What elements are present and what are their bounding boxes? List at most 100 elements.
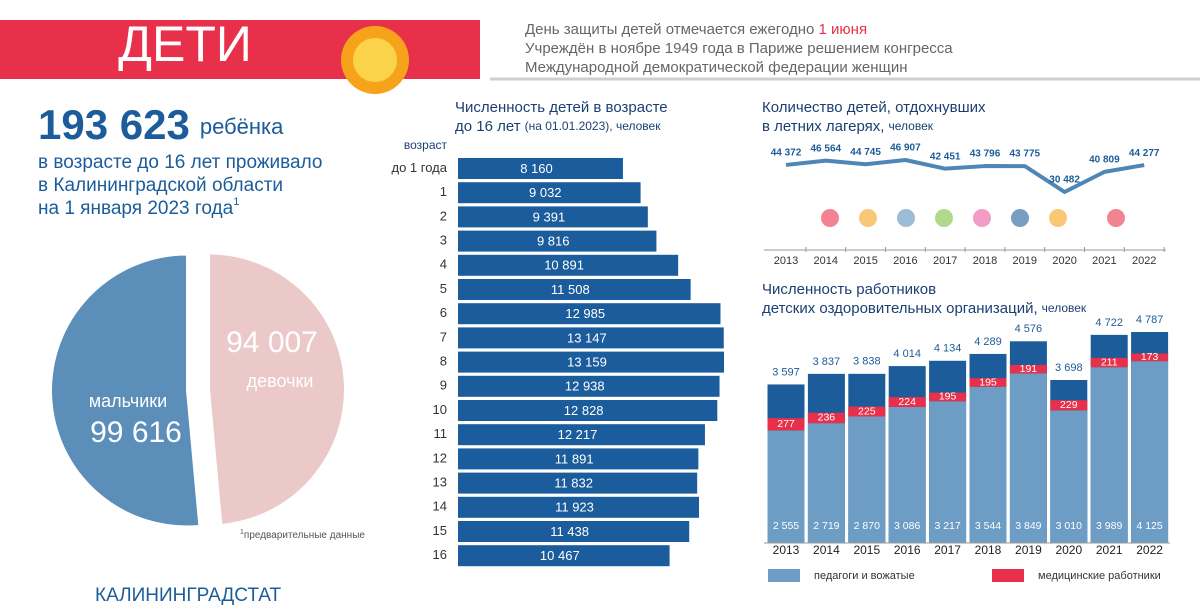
bar-label: 11 832 — [554, 476, 593, 491]
title-note: человек — [1042, 301, 1087, 315]
total-label: 3 698 — [1055, 362, 1083, 374]
bar-segment — [767, 430, 805, 543]
bar — [458, 424, 705, 446]
title-text: в летних лагерях, — [762, 118, 884, 135]
pie-slice — [50, 253, 201, 528]
chart-title: Количество детей, отдохнувших — [762, 99, 986, 116]
chart-title: в летних лагерях, человек — [762, 118, 934, 135]
kid-figure — [1107, 209, 1125, 227]
bar — [458, 254, 679, 276]
bar-segment — [807, 423, 845, 543]
segment-label: 3 544 — [975, 520, 1001, 532]
bar-segment — [1050, 410, 1088, 543]
bar-label: 11 923 — [555, 500, 594, 515]
segment-label: 211 — [1101, 356, 1118, 368]
point-label: 30 482 — [1049, 175, 1080, 186]
bar — [458, 472, 698, 494]
y-tick-label: 7 — [440, 329, 447, 344]
bar-label: 12 985 — [565, 306, 605, 321]
note-date: 1 июня — [819, 21, 868, 38]
summary-line: на 1 января 2023 года1 — [38, 196, 239, 219]
title-note: человек — [888, 119, 933, 133]
x-tick-label: 2022 — [1136, 543, 1163, 557]
legend-label: педагоги и вожатые — [814, 570, 915, 582]
bar-label: 9 391 — [533, 209, 566, 224]
bar-segment — [807, 412, 845, 424]
y-tick-label: 15 — [433, 523, 447, 538]
point-label: 43 775 — [1010, 149, 1041, 160]
header-title: ДЕТИ — [118, 16, 252, 72]
point-label: 44 277 — [1129, 148, 1160, 159]
bar-segment — [929, 392, 967, 402]
y-tick-label: 12 — [433, 450, 447, 465]
segment-label: 191 — [1020, 363, 1038, 375]
slice-value: 99 616 — [90, 416, 182, 449]
bar-label: 11 891 — [555, 451, 594, 466]
kid-figure — [935, 209, 953, 227]
y-tick-label: 8 — [440, 354, 447, 369]
bar-label: 8 160 — [520, 161, 553, 176]
x-tick-label: 2020 — [1052, 255, 1076, 267]
note-text: День защиты детей отмечается ежегодно — [525, 21, 814, 38]
x-tick-label: 2021 — [1092, 255, 1116, 267]
x-tick-label: 2015 — [853, 543, 880, 557]
segment-label: 236 — [818, 412, 836, 424]
bar-segment — [1131, 361, 1169, 543]
bar — [458, 206, 648, 228]
total-label: 4 722 — [1095, 317, 1123, 329]
kid-figure — [821, 209, 839, 227]
y-tick-label: 5 — [440, 281, 447, 296]
title-note: (на 01.01.2023), человек — [525, 119, 662, 133]
header-note: День защиты детей отмечается ежегодно 1 … — [525, 21, 867, 38]
bar — [458, 158, 623, 179]
point-label: 46 907 — [890, 143, 921, 154]
y-tick-label: 9 — [440, 378, 447, 393]
segment-label: 3 849 — [1015, 520, 1041, 532]
bar-segment — [1090, 357, 1128, 368]
footnote: 1предварительные данные — [240, 529, 365, 541]
bar-segment — [929, 401, 967, 543]
x-tick-label: 2021 — [1096, 543, 1123, 557]
bar — [458, 303, 721, 325]
bar-label: 12 217 — [558, 427, 598, 442]
x-tick-label: 2015 — [853, 255, 877, 267]
point-label: 40 809 — [1089, 155, 1120, 166]
point-label: 44 745 — [850, 147, 881, 158]
footnote-text: предварительные данные — [244, 530, 365, 541]
segment-label: 4 125 — [1136, 520, 1162, 532]
segment-label: 3 217 — [934, 520, 960, 532]
x-tick-label: 2016 — [893, 255, 917, 267]
bar-segment — [1090, 367, 1128, 543]
x-tick-label: 2019 — [1013, 255, 1037, 267]
summary-line: в возрасте до 16 лет проживало — [38, 152, 322, 173]
x-tick-label: 2017 — [934, 543, 961, 557]
header-note: Международной демократической федерации … — [525, 59, 908, 76]
point-label: 42 451 — [930, 151, 961, 162]
x-tick-label: 2014 — [814, 255, 838, 267]
bar — [458, 375, 720, 397]
sun — [341, 26, 409, 94]
point-label: 44 372 — [771, 148, 802, 159]
segment-label: 3 086 — [894, 520, 920, 532]
bar — [458, 545, 670, 567]
x-tick-label: 2016 — [894, 543, 921, 557]
segment-label: 3 989 — [1096, 520, 1122, 532]
x-tick-label: 2018 — [975, 543, 1002, 557]
x-tick-label: 2020 — [1055, 543, 1082, 557]
kid-figure — [973, 209, 991, 227]
kid-figure — [1011, 209, 1029, 227]
segment-label: 195 — [979, 376, 997, 388]
total: 193 623 — [38, 101, 190, 148]
total-label: 3 597 — [772, 366, 800, 378]
bar-label: 10 467 — [540, 548, 580, 563]
bar-segment — [1009, 364, 1047, 374]
legend-swatch — [768, 569, 800, 582]
bar — [458, 496, 700, 518]
kid-figure — [897, 209, 915, 227]
kid-figure — [1049, 209, 1067, 227]
kid-figure — [859, 209, 877, 227]
chart-title: Численность работников — [762, 281, 936, 298]
summary-text: на 1 января 2023 года — [38, 198, 234, 219]
bar-label: 13 159 — [567, 355, 607, 370]
sun-core — [353, 38, 397, 82]
